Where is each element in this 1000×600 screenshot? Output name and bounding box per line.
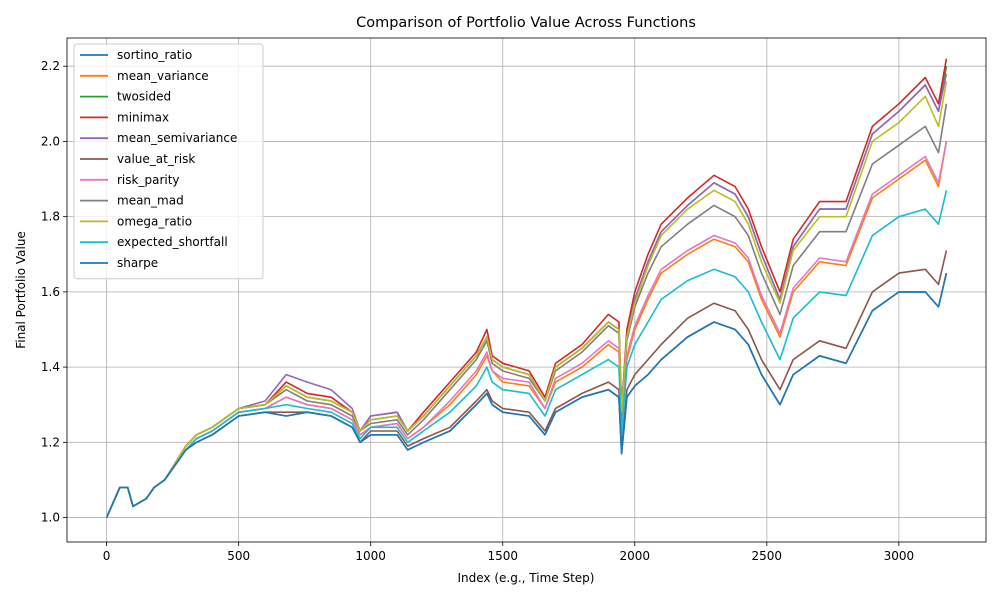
series-line-omega-ratio <box>105 81 948 518</box>
legend-box <box>73 43 264 280</box>
y-tick-label: 2.0 <box>41 134 60 148</box>
x-tick-label: 0 <box>103 549 111 563</box>
legend-label: twosided <box>117 90 171 104</box>
y-tick-label: 1.6 <box>41 285 60 299</box>
legend-label: risk_parity <box>117 173 180 187</box>
legend-label: value_at_risk <box>117 152 195 166</box>
series-line-expected-shortfall <box>105 190 948 518</box>
legend-label: minimax <box>117 110 169 124</box>
legend-label: mean_semivariance <box>117 131 237 145</box>
legend-label: sortino_ratio <box>117 48 192 62</box>
y-tick-label: 1.4 <box>41 360 60 374</box>
x-tick-label: 1500 <box>487 549 518 563</box>
plot-frame <box>66 37 987 543</box>
x-axis-ticks: 0 500 1000 1500 2000 2500 3000 <box>103 542 914 563</box>
y-tick-label: 1.8 <box>41 210 60 224</box>
y-tick-label: 1.2 <box>41 435 60 449</box>
legend-label: expected_shortfall <box>117 235 228 249</box>
series-line-value-at-risk <box>105 250 948 518</box>
series-line-sortino-ratio <box>105 272 948 518</box>
y-tick-label: 1.0 <box>41 511 60 525</box>
legend-label: mean_mad <box>117 194 184 208</box>
chart-title: Comparison of Portfolio Value Across Fun… <box>356 15 696 31</box>
y-axis-ticks: 1.0 1.2 1.4 1.6 1.8 2.0 2.2 <box>41 59 67 525</box>
legend-label: sharpe <box>117 256 158 270</box>
x-tick-label: 2500 <box>752 549 783 563</box>
x-tick-label: 1000 <box>355 549 386 563</box>
x-tick-label: 3000 <box>884 549 915 563</box>
x-axis-label: Index (e.g., Time Step) <box>458 571 595 585</box>
legend-label: mean_variance <box>117 69 209 83</box>
plot-lines <box>105 58 948 518</box>
x-tick-label: 2000 <box>619 549 650 563</box>
legend: sortino_ratio mean_variance twosided minima… <box>73 43 264 280</box>
y-axis-label: Final Portfolio Value <box>14 231 28 349</box>
y-tick-label: 2.2 <box>41 59 60 73</box>
legend-label: omega_ratio <box>117 214 192 228</box>
series-line-sharpe <box>105 272 948 518</box>
x-tick-label: 500 <box>227 549 250 563</box>
